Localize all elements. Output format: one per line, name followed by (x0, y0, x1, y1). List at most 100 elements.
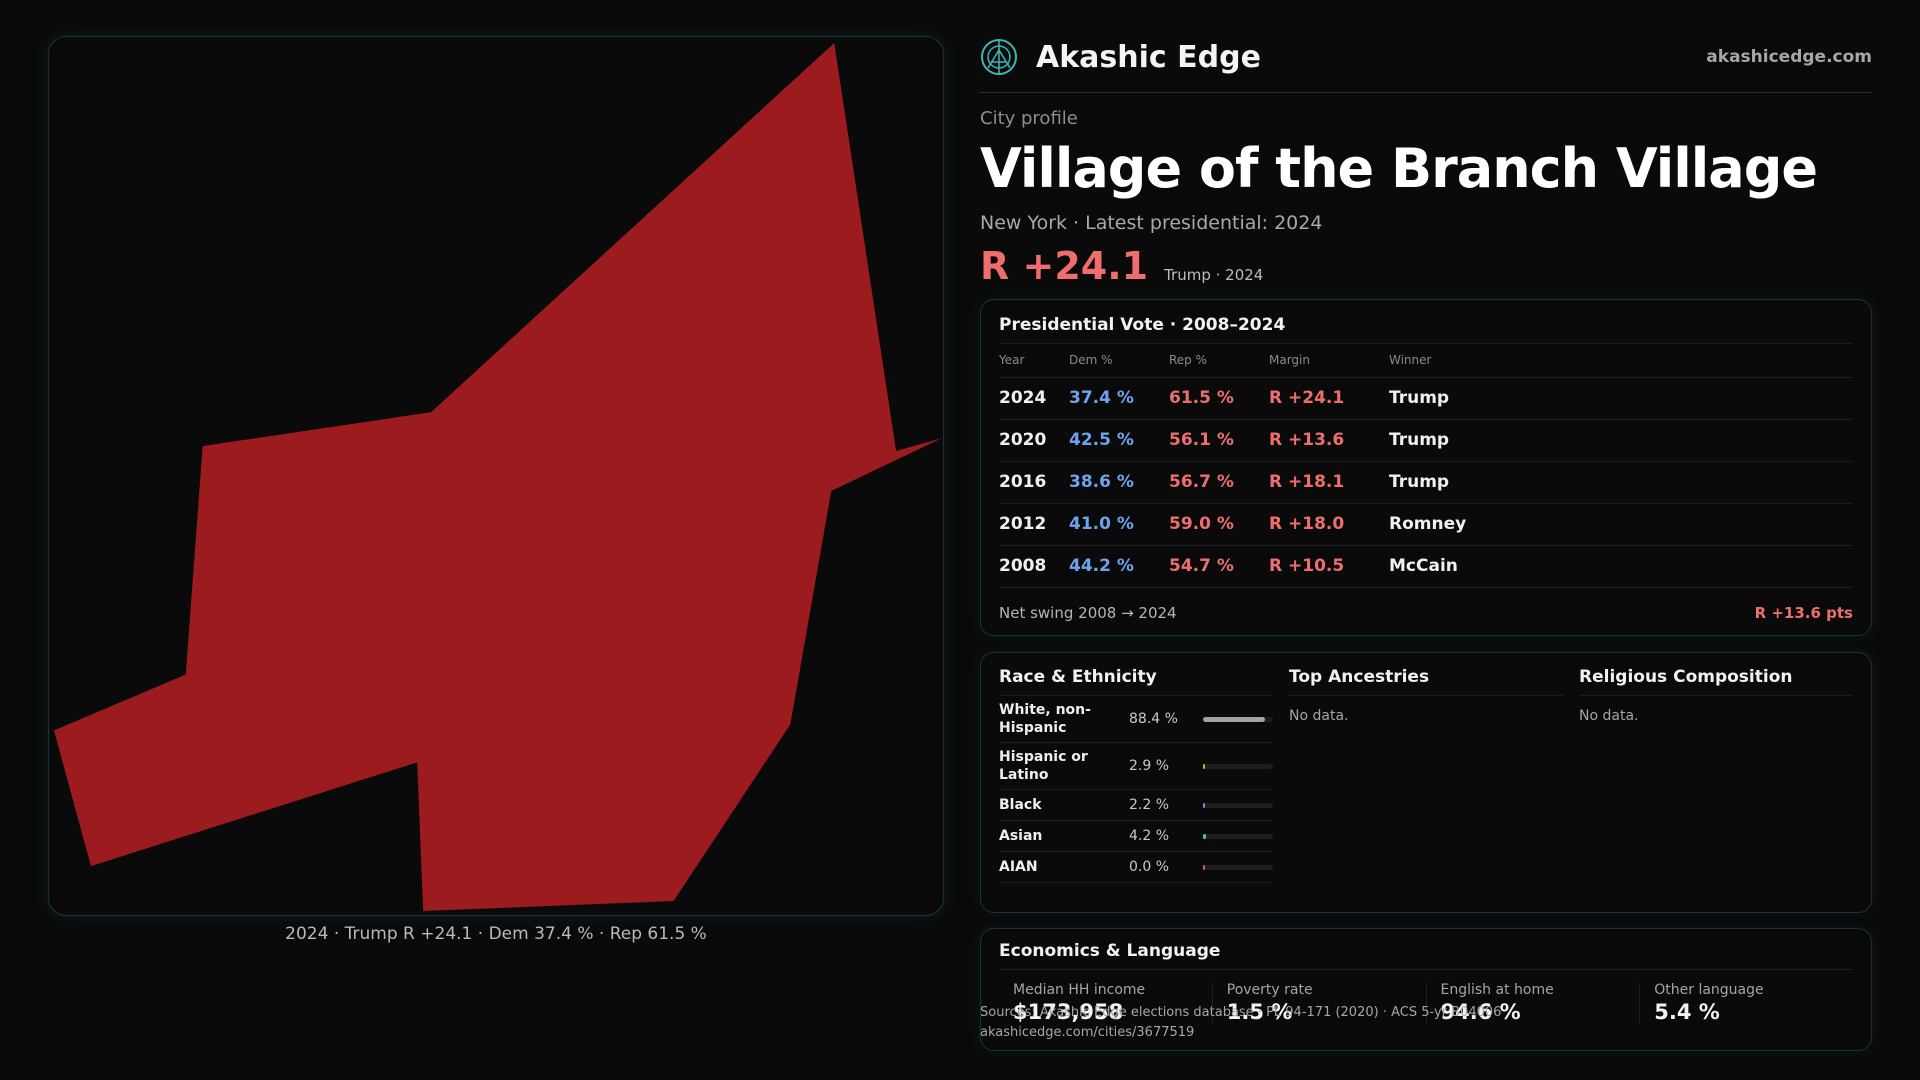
race-value: 2.2 % (1129, 797, 1170, 813)
winner-note: Trump · 2024 (1164, 266, 1264, 284)
rep-cell: 56.1 % (1169, 419, 1269, 462)
race-label: Asian (999, 828, 1043, 844)
presidential-vote-card: Presidential Vote · 2008–2024 Year Dem %… (980, 299, 1872, 636)
race-value: 4.2 % (1129, 828, 1170, 844)
race-label: Black (999, 797, 1042, 813)
race-bar-fill (1203, 864, 1205, 870)
rep-cell: 56.7 % (1169, 461, 1269, 504)
margin-cell: R +18.0 (1269, 503, 1389, 546)
race-bar (1203, 802, 1273, 808)
race-row: Hispanic or Latino 2.9 % (999, 743, 1273, 790)
economics-card: Economics & Language Median HH income $1… (980, 928, 1872, 1051)
race-row: White, non-Hispanic 88.4 % (999, 696, 1273, 743)
boundary-shape-svg (54, 42, 942, 912)
margin-cell: R +10.5 (1269, 545, 1389, 588)
profile-header: Akashic Edge akashicedge.com City profil… (980, 36, 1872, 288)
race-value: 0.0 % (1129, 859, 1170, 875)
globe-logo-icon (981, 39, 1017, 75)
race-row: Black 2.2 % (999, 790, 1273, 821)
race-label: White, non-Hispanic (999, 702, 1091, 736)
race-row: AIAN 0.0 % (999, 852, 1273, 883)
dem-cell: 42.5 % (1069, 419, 1169, 462)
vote-card-title: Presidential Vote · 2008–2024 (999, 315, 1853, 344)
table-row: 2020 42.5 % 56.1 % R +13.6 Trump (999, 419, 1853, 462)
rep-cell: 54.7 % (1169, 545, 1269, 588)
stat-value: $173,958 (1013, 1000, 1124, 1024)
header-margin: Margin (1269, 344, 1389, 378)
race-label: AIAN (999, 859, 1038, 875)
race-value: 88.4 % (1129, 711, 1178, 727)
race-bar-fill (1203, 802, 1205, 808)
race-bar-fill (1203, 763, 1206, 769)
ancestries-empty: No data. (1289, 708, 1349, 724)
year-cell: 2012 (999, 503, 1069, 546)
race-bar (1203, 763, 1273, 769)
winner-cell: Trump (1389, 377, 1853, 420)
dem-cell: 37.4 % (1069, 377, 1169, 420)
winner-cell: Romney (1389, 503, 1853, 546)
winner-cell: Trump (1389, 419, 1853, 462)
race-bar (1203, 716, 1273, 722)
net-swing-row: Net swing 2008 → 2024 R +13.6 pts (999, 604, 1853, 622)
stat-other-language: Other language 5.4 % (1639, 982, 1853, 1024)
map-caption: 2024 · Trump R +24.1 · Dem 37.4 % · Rep … (285, 924, 707, 944)
race-bar-fill (1203, 716, 1265, 722)
margin-value: R +24.1 (980, 244, 1149, 288)
brand-bar: Akashic Edge akashicedge.com (980, 36, 1872, 78)
ancestries-title: Top Ancestries (1289, 667, 1563, 696)
race-bar (1203, 864, 1273, 870)
margin-cell: R +13.6 (1269, 419, 1389, 462)
race-bar-fill (1203, 833, 1206, 839)
dem-cell: 38.6 % (1069, 461, 1169, 504)
net-swing-label: Net swing 2008 → 2024 (999, 603, 1177, 622)
race-value: 2.9 % (1129, 758, 1170, 774)
rep-cell: 61.5 % (1169, 377, 1269, 420)
year-cell: 2008 (999, 545, 1069, 588)
race-label: Hispanic or Latino (999, 749, 1088, 783)
page-eyebrow: City profile (980, 108, 1078, 129)
city-boundary-map (48, 36, 944, 916)
sources-line: Sources: Akashic Edge elections database… (980, 1005, 1502, 1020)
religion-empty: No data. (1579, 708, 1639, 724)
race-title: Race & Ethnicity (999, 667, 1273, 696)
stat-poverty-rate: Poverty rate 1.5 % (1211, 982, 1426, 1024)
table-row: 2008 44.2 % 54.7 % R +10.5 McCain (999, 545, 1853, 588)
stat-label: Other language (1654, 982, 1764, 998)
dem-cell: 44.2 % (1069, 545, 1169, 588)
year-cell: 2024 (999, 377, 1069, 420)
margin-cell: R +24.1 (1269, 377, 1389, 420)
sources-footer: Sources: Akashic Edge elections database… (980, 1003, 1501, 1043)
dem-cell: 41.0 % (1069, 503, 1169, 546)
margin-cell: R +18.1 (1269, 461, 1389, 504)
page-subtitle: New York · Latest presidential: 2024 (980, 212, 1323, 234)
economics-title: Economics & Language (999, 941, 1853, 970)
year-cell: 2016 (999, 461, 1069, 504)
header-winner: Winner (1389, 344, 1853, 378)
headline-margin: R +24.1 Trump · 2024 (980, 242, 1872, 288)
stat-label: English at home (1440, 982, 1554, 998)
header-year: Year (999, 344, 1069, 378)
race-ethnicity-section: Race & Ethnicity White, non-Hispanic 88.… (999, 667, 1273, 898)
stat-value: 1.5 % (1226, 1000, 1293, 1024)
stat-value: 5.4 % (1654, 1000, 1720, 1024)
stat-label: Median HH income (1013, 982, 1146, 998)
header-dem: Dem % (1069, 344, 1169, 378)
ancestries-section: Top Ancestries No data. (1289, 667, 1563, 898)
rep-cell: 59.0 % (1169, 503, 1269, 546)
brand-url-link[interactable]: akashicedge.com (1706, 47, 1872, 67)
religion-section: Religious Composition No data. (1579, 667, 1853, 898)
city-boundary-polygon (54, 42, 942, 912)
header-divider (980, 92, 1872, 93)
stat-value: 94.6 % (1440, 1000, 1521, 1024)
vote-table-header: Year Dem % Rep % Margin Winner (999, 344, 1853, 378)
city-url-link[interactable]: akashicedge.com/cities/3677519 (980, 1025, 1195, 1040)
brand-name: Akashic Edge (1036, 39, 1261, 75)
stat-label: Poverty rate (1226, 982, 1313, 998)
race-row: Asian 4.2 % (999, 821, 1273, 852)
year-cell: 2020 (999, 419, 1069, 462)
header-rep: Rep % (1169, 344, 1269, 378)
page-title: Village of the Branch Village (980, 137, 1818, 200)
net-swing-value: R +13.6 pts (1754, 603, 1853, 622)
winner-cell: Trump (1389, 461, 1853, 504)
table-row: 2024 37.4 % 61.5 % R +24.1 Trump (999, 377, 1853, 420)
